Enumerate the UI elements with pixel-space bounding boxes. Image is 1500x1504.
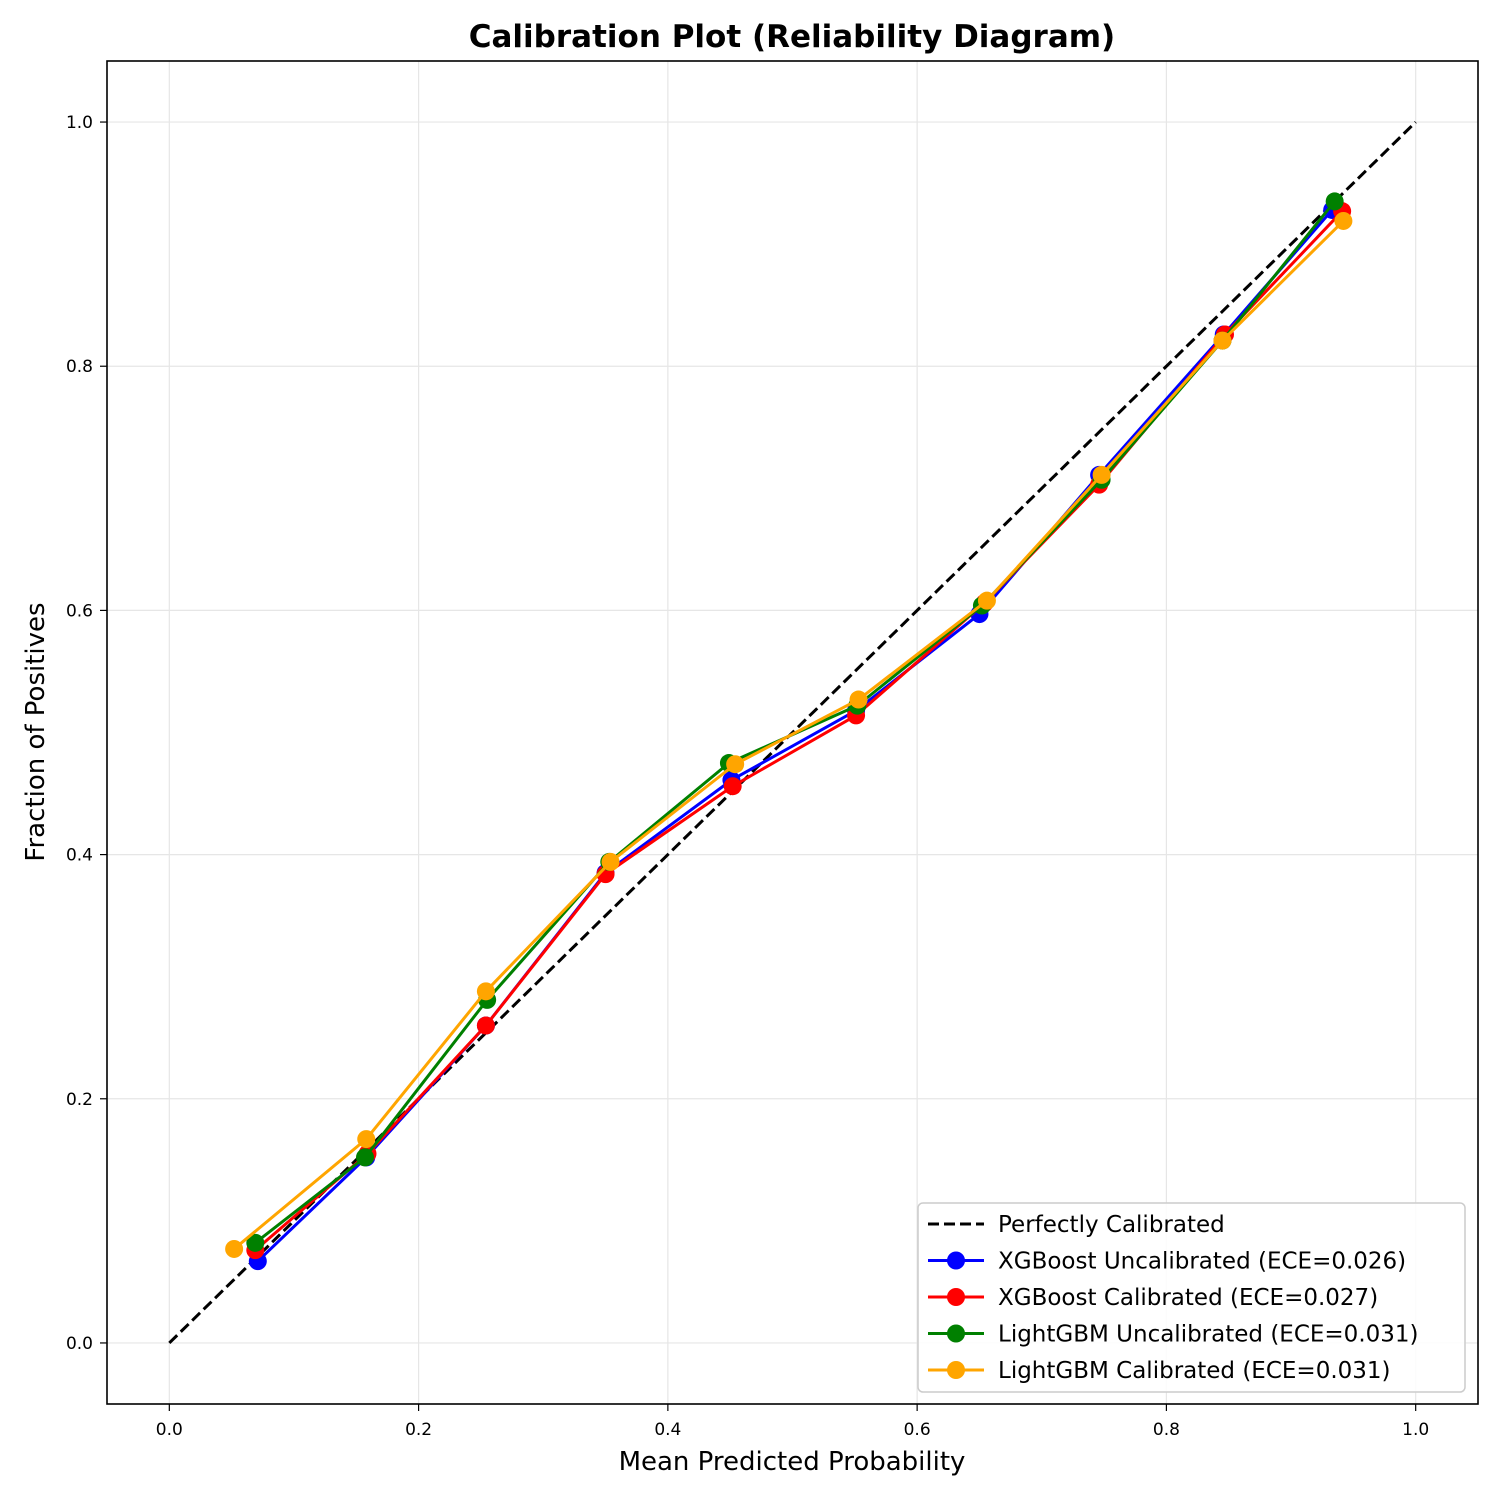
data-point [726, 755, 745, 774]
legend-swatch-marker [947, 1251, 965, 1270]
plot-frame [106, 60, 1479, 1405]
grid-lines [107, 61, 1478, 1404]
data-point [476, 982, 495, 1001]
x-tick-label: 0.0 [156, 1420, 183, 1440]
legend: Perfectly Calibrated XGBoost Uncalibrated… [917, 1202, 1466, 1393]
legend-label: LightGBM Calibrated (ECE=0.031) [998, 1358, 1391, 1384]
series-line [233, 219, 1345, 1251]
x-tick-label: 1.0 [1402, 1420, 1429, 1440]
x-axis-label: Mean Predicted Probability [619, 1447, 966, 1477]
data-point [1092, 465, 1111, 484]
legend-label: XGBoost Calibrated (ECE=0.027) [998, 1285, 1378, 1311]
data-point [1325, 192, 1344, 211]
data-point [357, 1130, 376, 1149]
x-tick-label: 0.6 [904, 1420, 931, 1440]
y-tick-label: 0.6 [66, 601, 93, 621]
legend-label: LightGBM Uncalibrated (ECE=0.031) [998, 1322, 1419, 1348]
data-point [601, 852, 620, 871]
data-point [723, 777, 742, 796]
data-point [225, 1239, 244, 1258]
data-point [1213, 331, 1232, 350]
data-point [476, 1016, 495, 1035]
data-point [1334, 211, 1353, 230]
data-point [849, 690, 868, 709]
x-tick-label: 0.2 [405, 1420, 432, 1440]
y-tick-label: 0.2 [66, 1090, 93, 1110]
y-tick-label: 0.4 [66, 846, 93, 866]
data-point [355, 1148, 374, 1167]
series-layer [168, 120, 1417, 1345]
y-tick-label: 1.0 [66, 113, 93, 133]
y-axis-label: Fraction of Positives [21, 602, 51, 861]
data-point [246, 1233, 265, 1252]
axis-ticks: 0.0 0.2 0.4 0.6 0.8 1.0 0.0 0.2 0.4 0.6 0.8 1.0 [66, 113, 1429, 1440]
x-tick-label: 0.4 [654, 1420, 681, 1440]
legend-swatch-marker [947, 1288, 965, 1306]
legend-swatch-marker [947, 1361, 965, 1379]
x-tick-label: 0.8 [1153, 1420, 1180, 1440]
y-tick-label: 0.8 [66, 357, 93, 377]
legend-box [917, 1202, 1466, 1393]
legend-label: Perfectly Calibrated [998, 1212, 1225, 1238]
legend-label: XGBoost Uncalibrated (ECE=0.026) [998, 1249, 1406, 1275]
chart-title: Calibration Plot (Reliability Diagram) [469, 19, 1115, 55]
series-4 [225, 211, 1353, 1258]
data-point [977, 591, 996, 610]
legend-swatch-marker [947, 1324, 965, 1343]
y-tick-label: 0.0 [66, 1334, 93, 1354]
